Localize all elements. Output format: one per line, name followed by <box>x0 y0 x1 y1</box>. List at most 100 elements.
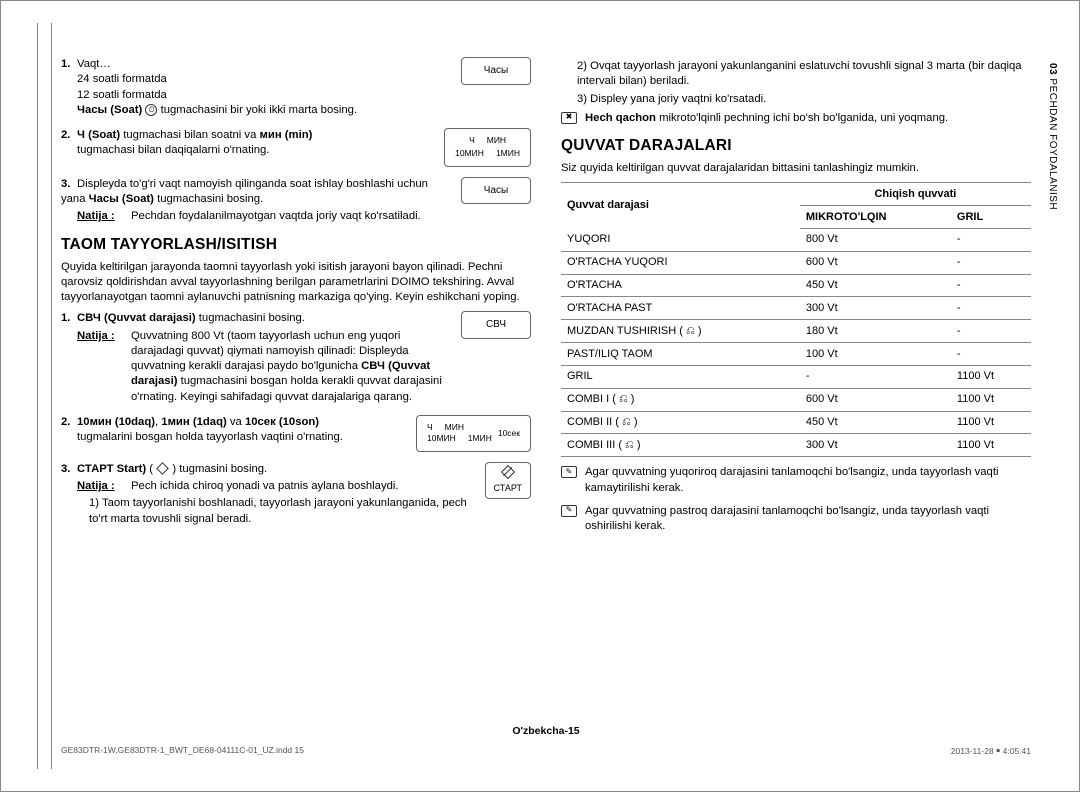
c2-rest: tugmalarini bosgan holda tayyorlash vaqt… <box>61 430 406 445</box>
table-row: YUQORI800 Vt- <box>561 228 1031 251</box>
c3-rest: tugmasini bosing. <box>176 463 267 475</box>
section-power-levels: QUVVAT DARAJALARI <box>561 136 1031 157</box>
cell-microwave: 450 Vt <box>800 274 951 297</box>
warning-icon: ✖ <box>561 112 577 124</box>
cell-level: COMBI I ( ⎌ ) <box>561 388 800 411</box>
c1-res-tail: tugmachasini bosgan holda kerakli quvvat… <box>131 375 442 402</box>
power-intro: Siz quyida keltirilgan quvvat darajalari… <box>561 161 1031 176</box>
cooking-intro: Quyida keltirilgan jarayonda taomni tayy… <box>61 260 531 306</box>
cont-3: 3) Displey yana joriy vaqtni ko'rsatadi. <box>577 92 1031 107</box>
step-num: 3. <box>61 177 77 192</box>
margin-rule-outer <box>37 23 38 769</box>
tb-t1: Ч <box>427 422 433 433</box>
th-level: Quvvat darajasi <box>561 183 800 229</box>
cell-gril: 1100 Vt <box>951 434 1031 457</box>
hm-b2: 1МИН <box>496 148 520 159</box>
cell-level: GRIL <box>561 365 800 388</box>
cell-level: O'RTACHA PAST <box>561 297 800 320</box>
cell-level: YUQORI <box>561 228 800 251</box>
c3-res: Pech ichida chiroq yonadi va patnis ayla… <box>131 479 399 494</box>
start-button-label: СТАРТ <box>494 482 523 494</box>
cell-level: MUZDAN TUSHIRISH ( ⎌ ) <box>561 320 800 343</box>
time-button-graphic: Ч МИН 10МИН 1МИН 10сек <box>416 415 531 452</box>
cell-gril: - <box>951 274 1031 297</box>
cell-microwave: 600 Vt <box>800 251 951 274</box>
cell-microwave: 180 Vt <box>800 320 951 343</box>
tb-b2: 1МИН <box>468 433 492 444</box>
table-row: O'RTACHA YUQORI600 Vt- <box>561 251 1031 274</box>
tb-b1: 10МИН <box>427 433 456 444</box>
clock-button-graphic-2: Часы <box>461 177 531 205</box>
table-row: COMBI I ( ⎌ )600 Vt1100 Vt <box>561 388 1031 411</box>
left-column: 1.Vaqt… 24 soatli formatda 12 soatli for… <box>61 37 531 713</box>
cell-level: PAST/ILIQ TAOM <box>561 343 800 366</box>
clock-button-graphic: Часы <box>461 57 531 85</box>
table-row: GRIL-1100 Vt <box>561 365 1031 388</box>
c3-bold: СТАРТ Start) <box>77 463 146 475</box>
side-tab-num: 03 <box>1047 63 1058 75</box>
clock-icon: ⏲ <box>145 104 157 116</box>
result-label: Natija : <box>77 209 123 224</box>
s3-result: Pechdan foydalanilmayotgan vaqtda joriy … <box>131 209 421 224</box>
cooking-steps: 1.СВЧ (Quvvat darajasi) tugmachasini bos… <box>61 311 531 528</box>
cell-microwave: 300 Vt <box>800 297 951 320</box>
info-icon: ✎ <box>561 466 577 478</box>
cell-gril: 1100 Vt <box>951 411 1031 434</box>
table-row: COMBI III ( ⎌ )300 Vt1100 Vt <box>561 434 1031 457</box>
step-num: 1. <box>61 311 77 326</box>
cell-level: COMBI III ( ⎌ ) <box>561 434 800 457</box>
cell-gril: 1100 Vt <box>951 388 1031 411</box>
step-num: 1. <box>61 57 77 72</box>
page-number: O'zbekcha-15 <box>61 725 1031 737</box>
start-icon <box>501 465 515 479</box>
tb-t2: МИН <box>445 422 464 433</box>
step1-l3b: tugmachasini bir yoki ikki marta bosing. <box>157 104 357 116</box>
s3c: tugmachasini bosing. <box>154 193 263 205</box>
clock-button-label-2: Часы <box>484 184 508 198</box>
page: 1.Vaqt… 24 soatli formatda 12 soatli for… <box>0 0 1080 792</box>
c2-b1: 10мин (10daq) <box>77 416 155 428</box>
columns: 1.Vaqt… 24 soatli formatda 12 soatli for… <box>61 37 1031 713</box>
step1-title: Vaqt… <box>77 58 111 70</box>
s2c: мин (min) <box>260 129 313 141</box>
step-num: 2. <box>61 128 77 143</box>
table-row: O'RTACHA450 Vt- <box>561 274 1031 297</box>
cell-microwave: 100 Vt <box>800 343 951 366</box>
c2-b2: 1мин (1daq) <box>161 416 226 428</box>
hm-button-graphic: ЧМИН 10МИН1МИН <box>444 128 531 167</box>
step-num: 2. <box>61 415 77 430</box>
s2a: Ч (Soat) <box>77 129 123 141</box>
info-note-1: ✎ Agar quvvatning yuqoriroq darajasini t… <box>561 465 1031 496</box>
side-tab: 03 PECHDAN FOYDALANISH <box>1046 63 1060 210</box>
table-row: MUZDAN TUSHIRISH ( ⎌ )180 Vt- <box>561 320 1031 343</box>
warning-note: ✖ Hech qachon mikroto'lqinli pechning ic… <box>561 111 1031 126</box>
hm-t2: МИН <box>487 135 506 146</box>
info-icon: ✎ <box>561 505 577 517</box>
result-label: Natija : <box>77 329 123 405</box>
c3-sub1: 1) Taom tayyorlanishi boshlanadi, tayyor… <box>89 496 475 527</box>
table-row: PAST/ILIQ TAOM100 Vt- <box>561 343 1031 366</box>
note2-text: Agar quvvatning pastroq darajasini tanla… <box>585 504 1031 535</box>
step1-l3a: Часы (Soat) <box>77 104 142 116</box>
tb-ex: 10сек <box>498 428 520 439</box>
hm-b1: 10МИН <box>455 148 484 159</box>
cell-microwave: - <box>800 365 951 388</box>
footer-right: 2013-11-28 ￭ 4:05:41 <box>951 745 1031 757</box>
s2d: tugmachasi bilan daqiqalarni o'rnating. <box>61 143 434 158</box>
warn-rest: mikroto'lqinli pechning ichi bo'sh bo'lg… <box>656 112 948 124</box>
cell-gril: 1100 Vt <box>951 365 1031 388</box>
c2-b3: 10сек (10son) <box>245 416 319 428</box>
cell-gril: - <box>951 343 1031 366</box>
power-button-graphic: СВЧ <box>461 311 531 339</box>
cell-microwave: 800 Vt <box>800 228 951 251</box>
step-num: 3. <box>61 462 77 477</box>
clock-button-label: Часы <box>484 64 508 78</box>
cell-gril: - <box>951 320 1031 343</box>
cell-level: COMBI II ( ⎌ ) <box>561 411 800 434</box>
power-levels-table: Quvvat darajasi Chiqish quvvati MIKROTO'… <box>561 182 1031 457</box>
c1-rest: tugmachasini bosing. <box>196 312 305 324</box>
note1-text: Agar quvvatning yuqoriroq darajasini tan… <box>585 465 1031 496</box>
side-tab-label: PECHDAN FOYDALANISH <box>1047 78 1058 210</box>
th-output: Chiqish quvvati <box>800 183 1031 206</box>
table-row: O'RTACHA PAST300 Vt- <box>561 297 1031 320</box>
